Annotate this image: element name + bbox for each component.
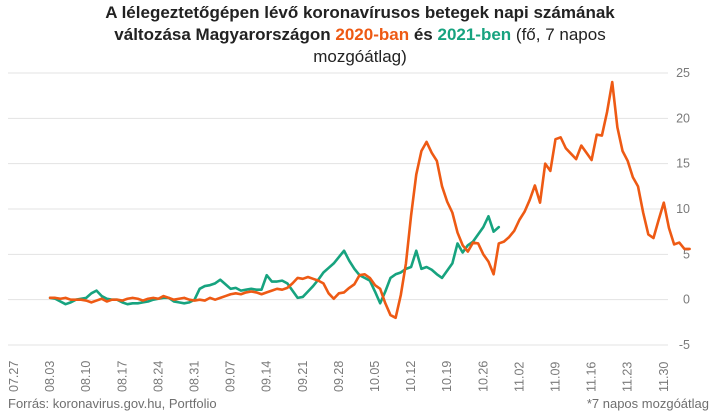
x-tick-label-6: 09.07 <box>224 361 238 392</box>
chart-title-connector: és <box>413 25 433 44</box>
x-tick-label-12: 10.19 <box>440 361 454 392</box>
chart-title-prefix: változása Magyarországon <box>114 25 331 44</box>
y-tick-label-4: 5 <box>683 247 690 261</box>
y-tick-label-5: 0 <box>683 293 690 307</box>
source-note: Forrás: koronavirus.gov.hu, Portfolio <box>8 396 217 411</box>
y-tick-label-3: 10 <box>676 202 690 216</box>
x-tick-label-3: 08.17 <box>115 361 129 392</box>
x-tick-label-16: 11.16 <box>585 362 599 392</box>
chart-title: A lélegeztetőgépen lévő koronavírusos be… <box>60 2 660 68</box>
chart-title-suffix-1: (fő, 7 napos <box>515 25 606 44</box>
x-tick-label-4: 08.24 <box>151 361 165 392</box>
x-tick-label-18: 11.30 <box>657 362 671 392</box>
series-line-2021-ben <box>48 214 501 306</box>
y-tick-label-0: 25 <box>676 66 690 80</box>
x-tick-label-15: 11.09 <box>549 362 563 392</box>
y-tick-label-1: 20 <box>676 111 690 125</box>
y-tick-label-6: -5 <box>679 338 690 352</box>
footnote: *7 napos mozgóátlag <box>586 396 709 411</box>
x-tick-label-5: 08.31 <box>188 361 202 392</box>
x-tick-label-7: 09.14 <box>260 361 274 392</box>
x-tick-label-11: 10.12 <box>404 361 418 392</box>
legend-label-2020: 2020-ban <box>335 25 410 44</box>
y-tick-label-2: 15 <box>676 157 690 171</box>
x-tick-label-13: 10.26 <box>476 361 490 392</box>
x-tick-label-2: 08.10 <box>79 361 93 392</box>
x-tick-label-14: 11.02 <box>512 362 526 392</box>
chart-title-line1: A lélegeztetőgépen lévő koronavírusos be… <box>105 3 615 22</box>
x-tick-label-1: 08.03 <box>43 361 57 392</box>
series-line-2020-ban <box>48 80 691 320</box>
legend-label-2021: 2021-ben <box>437 25 512 44</box>
x-tick-label-10: 10.05 <box>368 361 382 392</box>
x-tick-label-17: 11.23 <box>621 362 635 392</box>
x-tick-label-8: 09.21 <box>296 361 310 392</box>
x-tick-label-0: 07.27 <box>7 361 21 392</box>
chart-title-suffix-2: mozgóátlag) <box>313 47 407 66</box>
x-tick-label-9: 09.28 <box>332 361 346 392</box>
